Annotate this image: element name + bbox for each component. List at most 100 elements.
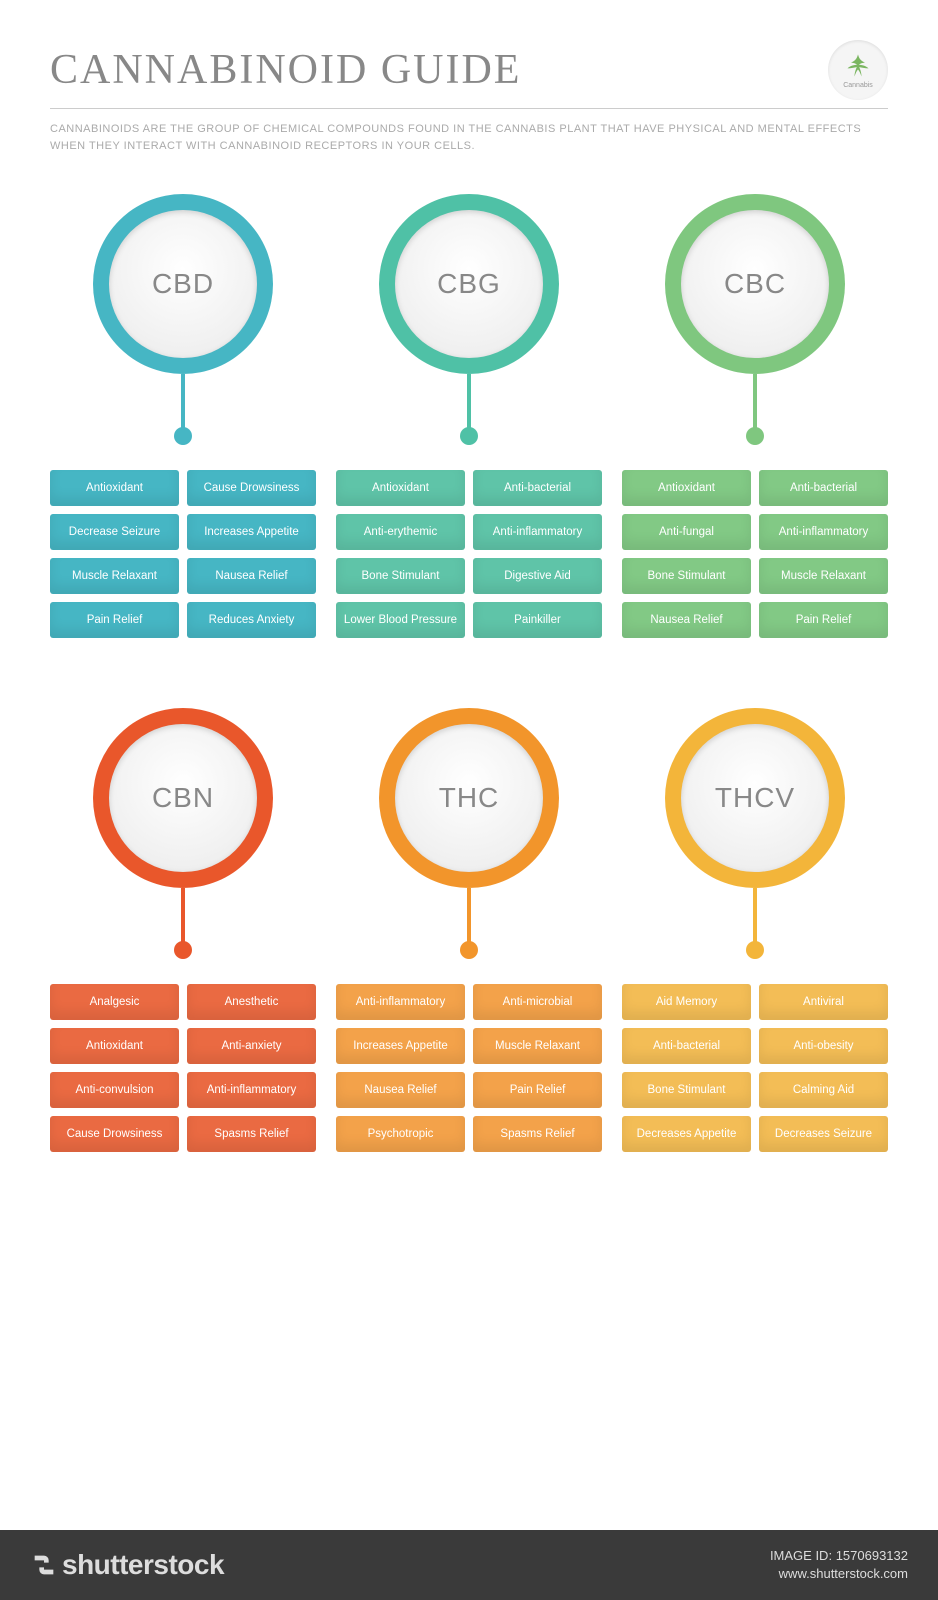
footer-brand: shutterstock — [30, 1549, 224, 1581]
property-tag: Lower Blood Pressure — [336, 602, 465, 638]
property-tag: Antioxidant — [622, 470, 751, 506]
property-tag: Anti-anxiety — [187, 1028, 316, 1064]
card-dot — [460, 941, 478, 959]
property-tag: Anti-inflammatory — [187, 1072, 316, 1108]
card-tags: Anti-inflammatoryAnti-microbialIncreases… — [336, 984, 602, 1152]
card-ring: CBC — [665, 194, 845, 374]
card-ring-inner: CBN — [109, 724, 257, 872]
logo-badge: Cannabis — [828, 40, 888, 100]
property-tag: Cause Drowsiness — [187, 470, 316, 506]
card-stem — [181, 374, 185, 429]
property-tag: Decrease Seizure — [50, 514, 179, 550]
property-tag: Reduces Anxiety — [187, 602, 316, 638]
card-pin: CBG — [379, 194, 559, 470]
property-tag: Decreases Appetite — [622, 1116, 751, 1152]
card-ring: THC — [379, 708, 559, 888]
property-tag: Nausea Relief — [622, 602, 751, 638]
property-tag: Antioxidant — [50, 470, 179, 506]
cannabinoid-card-cbg: CBG AntioxidantAnti-bacterialAnti-erythem… — [336, 194, 602, 638]
property-tag: Increases Appetite — [187, 514, 316, 550]
card-tags: AntioxidantAnti-bacterialAnti-erythemicA… — [336, 470, 602, 638]
footer-site: www.shutterstock.com — [770, 1565, 908, 1583]
card-dot — [460, 427, 478, 445]
card-pin: THC — [379, 708, 559, 984]
cannabinoid-card-thc: THC Anti-inflammatoryAnti-microbialIncrea… — [336, 708, 602, 1152]
property-tag: Pain Relief — [759, 602, 888, 638]
card-ring-inner: CBG — [395, 210, 543, 358]
logo-label: Cannabis — [843, 82, 873, 89]
property-tag: Anti-erythemic — [336, 514, 465, 550]
property-tag: Anti-bacterial — [473, 470, 602, 506]
property-tag: Decreases Seizure — [759, 1116, 888, 1152]
property-tag: Bone Stimulant — [622, 558, 751, 594]
card-code-label: CBC — [724, 268, 786, 300]
property-tag: Bone Stimulant — [622, 1072, 751, 1108]
card-code-label: CBN — [152, 782, 214, 814]
property-tag: Analgesic — [50, 984, 179, 1020]
card-ring-inner: THC — [395, 724, 543, 872]
card-ring: THCV — [665, 708, 845, 888]
property-tag: Increases Appetite — [336, 1028, 465, 1064]
header-divider — [50, 108, 888, 109]
property-tag: Antiviral — [759, 984, 888, 1020]
card-code-label: THCV — [715, 782, 795, 814]
card-tags: Aid MemoryAntiviralAnti-bacterialAnti-ob… — [622, 984, 888, 1152]
cannabinoid-card-thcv: THCV Aid MemoryAntiviralAnti-bacterialAnt… — [622, 708, 888, 1152]
property-tag: Anti-microbial — [473, 984, 602, 1020]
property-tag: Anti-inflammatory — [473, 514, 602, 550]
cannabis-leaf-icon — [844, 52, 872, 80]
card-ring: CBG — [379, 194, 559, 374]
property-tag: Anesthetic — [187, 984, 316, 1020]
property-tag: Anti-obesity — [759, 1028, 888, 1064]
property-tag: Muscle Relaxant — [473, 1028, 602, 1064]
card-pin: CBC — [665, 194, 845, 470]
property-tag: Psychotropic — [336, 1116, 465, 1152]
card-tags: AntioxidantCause DrowsinessDecrease Seiz… — [50, 470, 316, 638]
property-tag: Calming Aid — [759, 1072, 888, 1108]
card-stem — [753, 374, 757, 429]
property-tag: Anti-convulsion — [50, 1072, 179, 1108]
property-tag: Digestive Aid — [473, 558, 602, 594]
footer-brand-text: shutterstock — [62, 1549, 224, 1581]
card-code-label: CBD — [152, 268, 214, 300]
cannabinoid-card-cbc: CBC AntioxidantAnti-bacterialAnti-fungalA… — [622, 194, 888, 638]
property-tag: Anti-bacterial — [622, 1028, 751, 1064]
property-tag: Pain Relief — [50, 602, 179, 638]
page-title: CANNABINOID GUIDE — [50, 46, 521, 94]
card-stem — [753, 888, 757, 943]
card-pin: CBD — [93, 194, 273, 470]
footer-bar: shutterstock IMAGE ID: 1570693132 www.sh… — [0, 1530, 938, 1600]
property-tag: Antioxidant — [336, 470, 465, 506]
property-tag: Antioxidant — [50, 1028, 179, 1064]
card-dot — [174, 427, 192, 445]
subtitle-text: CANNABINOIDS ARE THE GROUP OF CHEMICAL C… — [50, 121, 888, 154]
card-pin: CBN — [93, 708, 273, 984]
card-dot — [746, 427, 764, 445]
property-tag: Painkiller — [473, 602, 602, 638]
property-tag: Bone Stimulant — [336, 558, 465, 594]
card-code-label: CBG — [437, 268, 501, 300]
footer-meta: IMAGE ID: 1570693132 www.shutterstock.co… — [770, 1547, 908, 1583]
property-tag: Spasms Relief — [187, 1116, 316, 1152]
card-pin: THCV — [665, 708, 845, 984]
card-ring-inner: CBC — [681, 210, 829, 358]
card-dot — [746, 941, 764, 959]
card-stem — [467, 374, 471, 429]
card-row: CBDAntioxidantCause DrowsinessDecrease S… — [50, 194, 888, 638]
cannabinoid-card-cbn: CBN AnalgesicAnestheticAntioxidantAnti-an… — [50, 708, 316, 1152]
card-ring: CBN — [93, 708, 273, 888]
card-ring: CBD — [93, 194, 273, 374]
image-id-value: 1570693132 — [836, 1548, 908, 1563]
property-tag: Anti-fungal — [622, 514, 751, 550]
cannabinoid-card-cbd: CBD AntioxidantCause DrowsinessDecrease S… — [50, 194, 316, 638]
property-tag: Pain Relief — [473, 1072, 602, 1108]
card-tags: AntioxidantAnti-bacterialAnti-fungalAnti… — [622, 470, 888, 638]
property-tag: Nausea Relief — [187, 558, 316, 594]
property-tag: Muscle Relaxant — [50, 558, 179, 594]
property-tag: Anti-inflammatory — [759, 514, 888, 550]
card-row: CBN AnalgesicAnestheticAntioxidantAnti-an… — [50, 708, 888, 1152]
property-tag: Nausea Relief — [336, 1072, 465, 1108]
property-tag: Spasms Relief — [473, 1116, 602, 1152]
card-dot — [174, 941, 192, 959]
property-tag: Muscle Relaxant — [759, 558, 888, 594]
